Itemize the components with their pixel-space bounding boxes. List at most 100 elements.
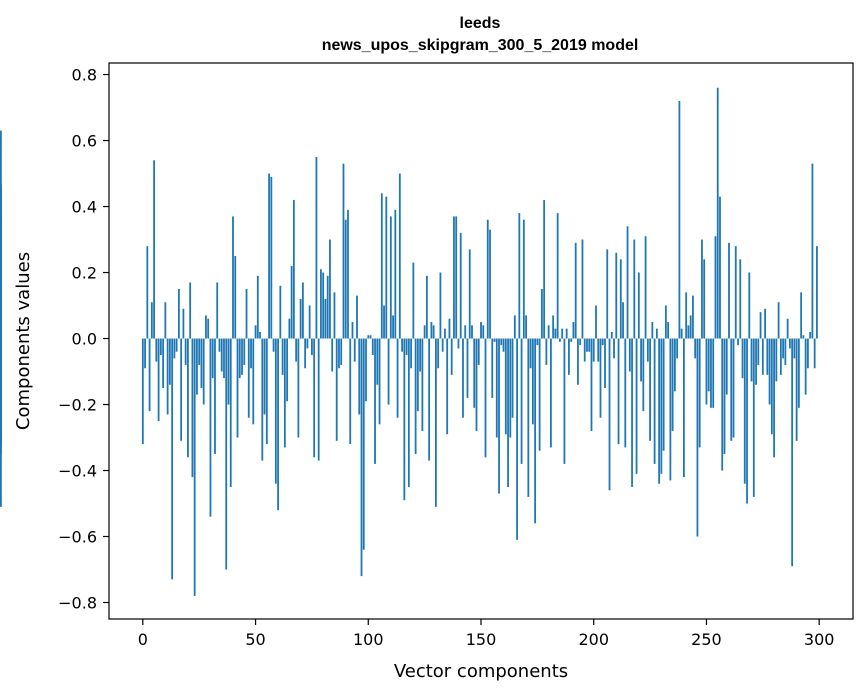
bar-296	[809, 331, 812, 339]
bar-51	[256, 275, 259, 339]
bar-47	[247, 338, 250, 418]
y-tick-label: 0.2	[72, 264, 97, 283]
bar-166	[516, 338, 518, 540]
bar-139	[455, 216, 458, 339]
bar-222	[642, 338, 645, 412]
bar-86	[335, 338, 338, 441]
bar-39	[229, 338, 232, 488]
bar-9	[162, 338, 165, 389]
bar-208	[610, 331, 613, 339]
bar-2	[146, 246, 149, 339]
bar-85	[333, 292, 336, 339]
bar-286	[786, 318, 789, 339]
y-axis-label: Components values	[13, 252, 34, 430]
bar-18	[182, 308, 185, 339]
bar-194	[579, 338, 582, 346]
bar-24	[196, 338, 198, 395]
bar-287	[788, 338, 791, 349]
bar-105	[378, 338, 381, 425]
bar-17	[180, 338, 183, 441]
bar-164	[511, 338, 514, 418]
bar-279	[770, 338, 773, 435]
bar-290	[795, 338, 798, 441]
bar-292	[800, 292, 803, 339]
bar-278	[768, 338, 771, 405]
bar-66	[290, 265, 293, 339]
bar-undefined	[0, 338, 2, 455]
bar-159	[500, 338, 503, 346]
chart-title-line2: news_upos_skipgram_300_5_2019 model	[322, 37, 639, 54]
bar-204	[601, 338, 604, 346]
bar-241	[685, 292, 688, 339]
bar-183	[554, 328, 557, 339]
bar-15	[175, 338, 178, 352]
bar-185	[559, 338, 561, 342]
bar-133	[441, 338, 444, 352]
bar-122	[416, 338, 419, 412]
bar-252	[710, 338, 712, 408]
bar-36	[223, 338, 225, 379]
bar-114	[398, 173, 401, 339]
bar-228	[655, 328, 658, 339]
bar-258	[723, 338, 726, 455]
bar-102	[371, 338, 374, 356]
bar-10	[164, 302, 167, 339]
bar-113	[396, 338, 399, 418]
bar-35	[220, 338, 223, 372]
bar-261	[730, 338, 733, 441]
bar-57	[270, 176, 273, 339]
bar-171	[527, 338, 530, 497]
bar-155	[491, 338, 494, 398]
bar-25	[198, 338, 201, 365]
bar-219	[635, 338, 638, 474]
bar-195	[581, 239, 584, 339]
bar-142	[462, 338, 464, 418]
bar-80	[322, 272, 325, 339]
bar-203	[599, 338, 602, 418]
bar-274	[759, 312, 762, 339]
bar-245	[694, 338, 697, 359]
bar-186	[561, 328, 564, 339]
bar-236	[673, 338, 676, 392]
bar-4	[150, 302, 153, 339]
bar-154	[489, 229, 491, 339]
bar-152	[484, 338, 487, 458]
bar-255	[716, 87, 719, 339]
bar-118	[407, 338, 410, 488]
bar-148	[475, 338, 478, 431]
bar-227	[653, 338, 656, 464]
bar-106	[380, 193, 383, 339]
bar-238	[678, 100, 681, 339]
bar-127	[428, 338, 431, 461]
bar-14	[173, 338, 176, 359]
bar-42	[236, 338, 239, 438]
x-tick-label: 50	[245, 630, 265, 649]
y-tick-label: −0.6	[58, 528, 97, 547]
bar-141	[459, 232, 462, 339]
bar-151	[482, 325, 485, 339]
bar-298	[813, 338, 816, 369]
bar-38	[227, 338, 230, 405]
x-tick-label: 250	[691, 630, 722, 649]
bar-54	[263, 338, 266, 415]
y-tick-label: 0.8	[72, 66, 97, 85]
bar-19	[184, 338, 187, 365]
bar-146	[471, 325, 473, 339]
bar-67	[292, 199, 295, 339]
bar-256	[719, 196, 721, 339]
bar-224	[646, 338, 649, 362]
bar-240	[683, 338, 685, 478]
bar-239	[680, 328, 683, 339]
bar-23	[193, 338, 196, 596]
bar-138	[453, 216, 455, 339]
bar-3	[148, 338, 151, 412]
bar-160	[502, 338, 505, 352]
bar-272	[755, 338, 757, 385]
y-tick-label: 0.4	[72, 198, 97, 217]
bar-20	[187, 338, 189, 458]
bar-196	[583, 338, 586, 362]
bar-268	[746, 338, 748, 504]
bar-214	[624, 338, 627, 448]
bar-215	[626, 226, 629, 339]
bar-257	[721, 338, 724, 471]
